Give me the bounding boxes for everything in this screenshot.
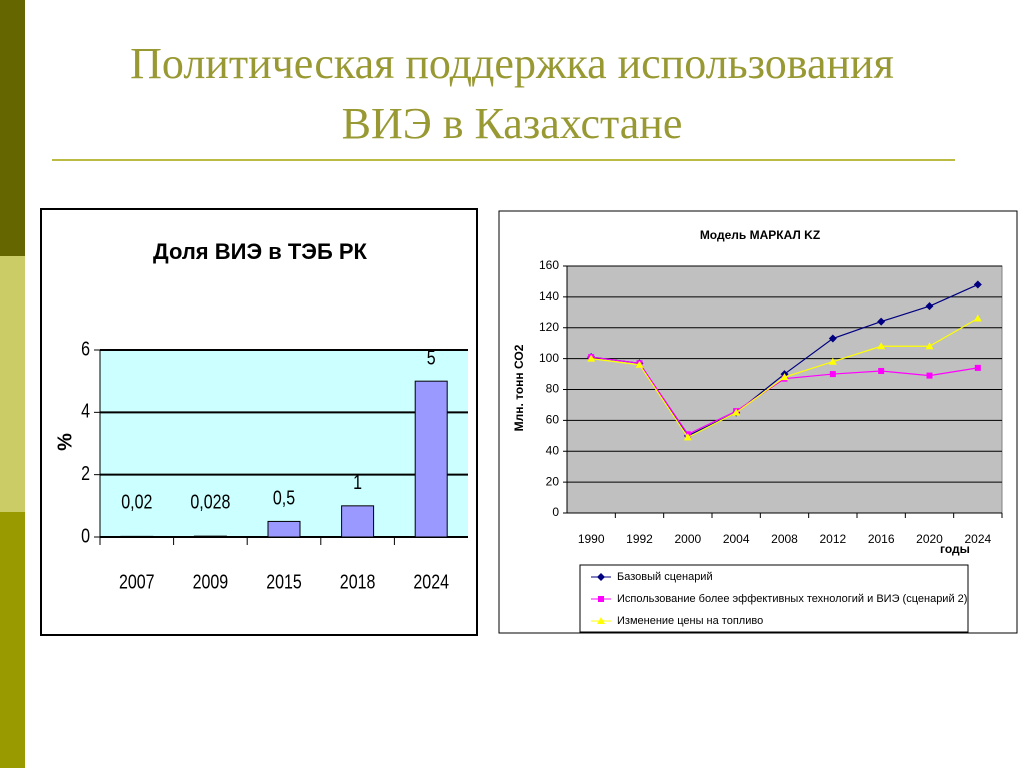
legend-label: Изменение цены на топливо bbox=[617, 615, 763, 627]
stripe bbox=[0, 256, 25, 512]
y-tick-label: 160 bbox=[539, 258, 559, 272]
value-label: 0,02 bbox=[121, 491, 152, 513]
y-tick-label: 2 bbox=[81, 462, 90, 484]
marker bbox=[877, 342, 886, 350]
x-tick-label: 2004 bbox=[723, 532, 750, 546]
marker bbox=[973, 280, 982, 289]
x-tick-label: 2024 bbox=[964, 532, 991, 546]
x-axis-label: годы bbox=[940, 542, 970, 556]
bar bbox=[193, 535, 227, 538]
marker bbox=[877, 317, 886, 326]
x-tick-label: 2007 bbox=[119, 571, 155, 593]
y-tick-label: 60 bbox=[546, 413, 560, 427]
y-tick-label: 120 bbox=[539, 320, 559, 334]
value-label: 1 bbox=[353, 471, 362, 493]
plot-area bbox=[100, 350, 468, 537]
x-tick-label: 1992 bbox=[626, 532, 653, 546]
marker bbox=[732, 408, 741, 416]
x-tick-label: 2024 bbox=[413, 571, 449, 593]
marker bbox=[587, 354, 596, 362]
y-tick-label: 80 bbox=[546, 382, 560, 396]
y-axis-label: % bbox=[54, 433, 76, 451]
y-tick-label: 0 bbox=[81, 525, 90, 547]
marker bbox=[635, 360, 644, 368]
y-tick-label: 0 bbox=[552, 505, 559, 519]
marker bbox=[597, 573, 605, 581]
legend-label: Использование более эффективных технолог… bbox=[617, 593, 967, 605]
y-tick-label: 140 bbox=[539, 289, 559, 303]
marker bbox=[683, 433, 692, 441]
y-tick-label: 20 bbox=[546, 474, 560, 488]
x-tick-label: 2008 bbox=[771, 532, 798, 546]
marker bbox=[974, 364, 981, 371]
y-tick-label: 40 bbox=[546, 443, 560, 457]
marker bbox=[829, 371, 836, 378]
bar bbox=[120, 535, 154, 538]
marker bbox=[973, 314, 982, 322]
y-axis-label: Млн. тонн СО2 bbox=[512, 344, 526, 431]
x-tick-label: 1990 bbox=[578, 532, 605, 546]
bar bbox=[341, 505, 375, 538]
chart-title: Модель МАРКАЛ KZ bbox=[700, 228, 820, 242]
bar bbox=[414, 380, 448, 538]
y-tick-label: 100 bbox=[539, 351, 559, 365]
marker bbox=[926, 372, 933, 379]
value-label: 0,028 bbox=[190, 491, 230, 513]
value-label: 0,5 bbox=[273, 487, 295, 509]
chart-title: Доля ВИЭ в ТЭБ РК bbox=[153, 239, 368, 264]
marker bbox=[780, 373, 789, 381]
marker bbox=[878, 367, 885, 374]
x-tick-label: 2009 bbox=[193, 571, 229, 593]
legend bbox=[579, 564, 969, 633]
stripe bbox=[0, 512, 25, 768]
value-label: 5 bbox=[427, 347, 436, 369]
bar bbox=[267, 520, 301, 538]
x-tick-label: 2016 bbox=[868, 532, 895, 546]
marker bbox=[597, 617, 605, 624]
marker bbox=[828, 357, 837, 365]
marker bbox=[925, 302, 934, 311]
marker bbox=[828, 334, 837, 343]
x-tick-label: 2012 bbox=[819, 532, 846, 546]
marker bbox=[598, 596, 604, 602]
legend-label: Базовый сценарий bbox=[617, 571, 713, 583]
y-tick-label: 4 bbox=[81, 400, 90, 422]
marker bbox=[925, 342, 934, 350]
x-tick-label: 2018 bbox=[340, 571, 376, 593]
slide-title: Политическая поддержка использования ВИЭ … bbox=[130, 39, 894, 148]
x-tick-label: 2020 bbox=[916, 532, 943, 546]
x-tick-label: 2015 bbox=[266, 571, 302, 593]
stripe bbox=[0, 0, 25, 256]
x-tick-label: 2000 bbox=[674, 532, 701, 546]
y-tick-label: 6 bbox=[81, 338, 90, 360]
